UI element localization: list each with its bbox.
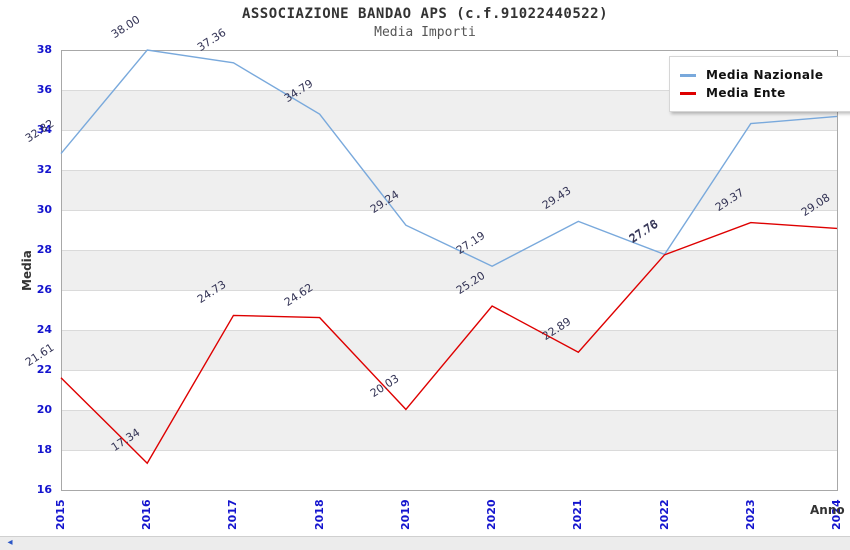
gridline [61,450,837,451]
y-tick-label: 38 [36,43,52,56]
gridline [61,90,837,91]
plot-band [61,130,837,170]
plot-band [61,250,837,290]
media-ente-line-swatch [680,91,696,95]
gridline [61,410,837,411]
gridline [61,330,837,331]
scroll-left-icon[interactable]: ◂ [7,537,13,548]
line-media-ente [60,221,838,465]
gridline [61,210,837,211]
y-tick-label: 18 [36,443,52,456]
y-axis-title: Media [20,250,34,291]
media-nazionale-line-swatch [680,73,696,77]
gridline [61,290,837,291]
y-tick-label: 16 [36,483,52,496]
gridline [61,170,837,171]
y-tick-label: 22 [36,363,52,376]
gridline [61,250,837,251]
legend-item-media-ente: Media Ente [680,85,850,101]
y-tick-label: 26 [36,283,52,296]
legend-box: Media Nazionale Media Ente [669,56,850,112]
plot-band [61,210,837,250]
x-axis-title: Anno [810,503,845,517]
y-tick-label: 32 [36,163,52,176]
y-tick-label: 28 [36,243,52,256]
plot-band [61,450,837,490]
plot-band [61,410,837,450]
chart-subtitle: Media Importi [374,25,476,40]
y-tick-label: 34 [36,123,52,136]
plot-band [61,330,837,370]
gridline [61,130,837,131]
plot-band [61,290,837,330]
y-tick-label: 20 [36,403,52,416]
legend-label: Media Ente [706,86,786,100]
gridline [61,370,837,371]
y-tick-label: 24 [36,323,52,336]
line-media-nazionale [60,49,838,267]
footer-scrollbar-track[interactable] [0,536,850,550]
y-tick-label: 36 [36,83,52,96]
legend-item-media-nazionale: Media Nazionale [680,67,850,83]
legend-label: Media Nazionale [706,68,824,82]
y-tick-label: 30 [36,203,52,216]
chart-title: ASSOCIAZIONE BANDAO APS (c.f.91022440522… [241,6,609,22]
